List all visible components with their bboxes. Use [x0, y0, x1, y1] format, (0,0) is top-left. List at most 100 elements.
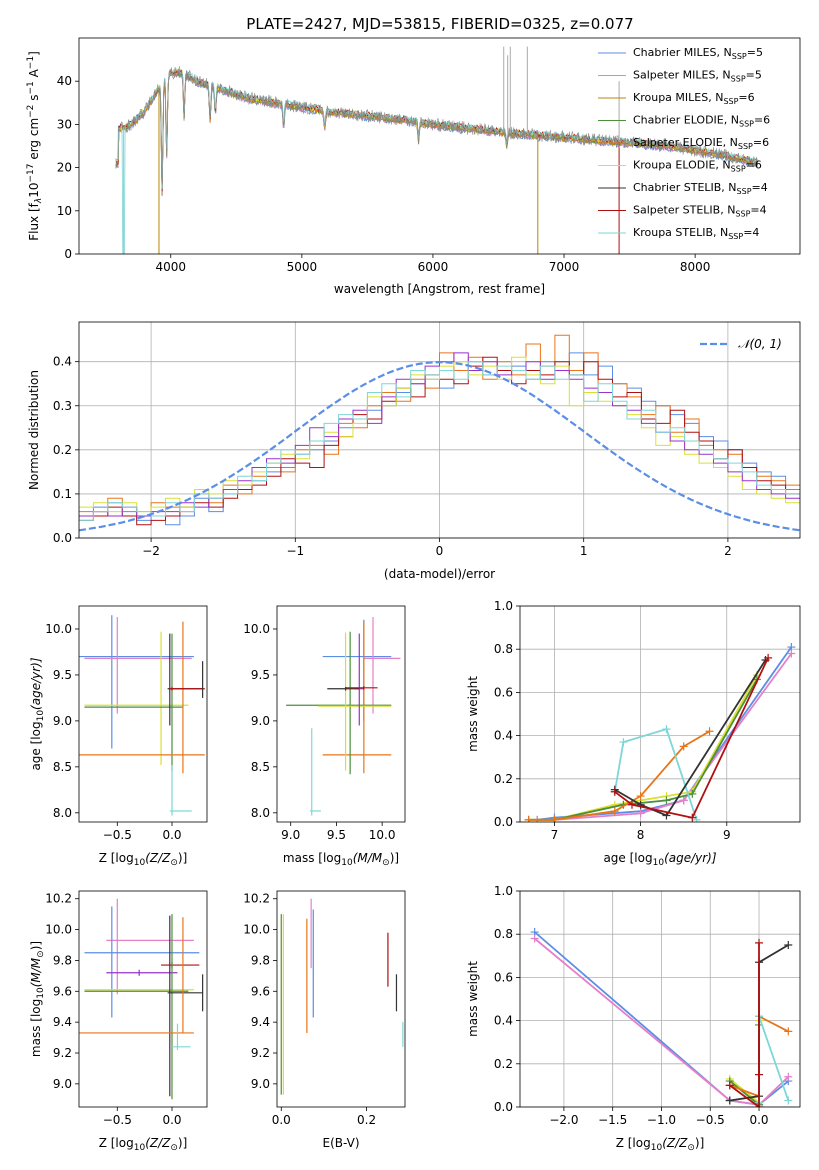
label-part: mass [log — [29, 999, 43, 1057]
label-part: Salpeter STELIB, N — [633, 204, 735, 217]
label-part: =5 — [747, 46, 763, 59]
y-tick-label: 30 — [57, 117, 72, 131]
x-tick-label: 7 — [551, 828, 559, 842]
panel-mass-weight-vs-age: 7 8 9 0.0 0.2 0.4 0.6 0.8 1.0 age [log10(age/yr)]… — [466, 599, 801, 868]
label-part: 10 — [36, 710, 46, 722]
label-part: 10 — [134, 858, 146, 868]
legend-entry: Kroupa MILES, NSSP=6 — [633, 91, 755, 106]
label-part: SSP — [728, 232, 743, 241]
legend-entry: Salpeter ELODIE, NSSP=6 — [633, 136, 769, 151]
x-tick-label: −1 — [286, 544, 304, 558]
y-tick-label: 0 — [64, 247, 72, 261]
x-axis-label: Z [log10(Z/Z⊙)] — [99, 1136, 188, 1153]
y-tick-label: 9.0 — [53, 1077, 72, 1091]
label-part: )] — [178, 851, 187, 865]
axes-frame — [78, 321, 801, 539]
y-tick-label: 9.0 — [251, 714, 270, 728]
label-part: SSP — [731, 75, 746, 84]
x-axis-label: mass [log10(M/M⊙)] — [283, 851, 399, 868]
y-tick-label: 40 — [57, 74, 72, 88]
weight-marker — [524, 815, 533, 822]
y-tick-label: 0.6 — [494, 685, 513, 699]
label-part: SSP — [723, 97, 738, 106]
x-tick-label: 0.0 — [272, 1113, 291, 1127]
label-part: 10 — [341, 858, 353, 868]
label-part: SSP — [732, 52, 747, 61]
weight-marker — [755, 938, 764, 947]
weight-marker — [550, 815, 559, 822]
weight-marker — [679, 742, 688, 751]
label-part: E(B-V) — [322, 1136, 359, 1150]
label-part: SSP — [731, 165, 746, 174]
weight-line — [537, 646, 793, 821]
label-part: erg cm — [27, 118, 41, 164]
label-part: Kroupa STELIB, N — [633, 226, 728, 239]
legend-entry: Kroupa STELIB, NSSP=4 — [633, 226, 759, 241]
label-part: =6 — [753, 136, 769, 149]
plot-area — [520, 606, 800, 822]
x-tick-label: −1.0 — [647, 1113, 676, 1127]
x-axis-label: age [log10(age/yr)] — [603, 851, 716, 868]
y-tick-label: 0.4 — [494, 1014, 513, 1028]
label-part: 10 — [134, 1143, 146, 1153]
panel-mass-vs-ebv: 0.0 0.2 9.0 9.2 9.4 9.6 9.8 10.0 10.2 E(B-V) — [243, 890, 406, 1150]
y-tick-label: 0.0 — [494, 1100, 513, 1114]
label-part: Flux [f — [27, 202, 41, 240]
x-tick-label: 7000 — [549, 260, 580, 274]
y-tick-label: 8.5 — [53, 760, 72, 774]
y-tick-label: 0.0 — [494, 815, 513, 829]
axes-frame — [78, 605, 208, 823]
plot-area — [286, 617, 401, 816]
y-tick-label: 20 — [57, 161, 72, 175]
y-tick-label: 0.6 — [494, 970, 513, 984]
label-part: )] — [695, 1136, 704, 1150]
y-tick-label: 9.5 — [53, 668, 72, 682]
weight-marker — [679, 796, 688, 805]
label-part: (age/yr)] — [29, 657, 43, 710]
y-tick-label: 9.6 — [251, 984, 270, 998]
label-part: =4 — [750, 204, 766, 217]
weight-marker — [787, 649, 796, 658]
panel-age-vs-mass: 9.0 9.5 10.0 8.0 8.5 9.0 9.5 10.0 mass [log10(M/… — [243, 605, 406, 868]
weight-marker — [619, 738, 628, 747]
y-tick-label: 0.2 — [53, 443, 72, 457]
x-tick-label: 4000 — [155, 260, 186, 274]
x-tick-label: 2 — [724, 544, 732, 558]
y-tick-label: 9.0 — [53, 714, 72, 728]
panel-residuals: −2 −1 0 1 2 0.0 0.1 0.2 0.3 0.4 𝒩(0, 1) (data-model… — [27, 321, 801, 581]
axes-frame — [276, 605, 406, 823]
x-axis-label: Z [log10(Z/Z⊙)] — [616, 1136, 705, 1153]
label-part: =6 — [754, 114, 770, 127]
label-part: −1 — [26, 56, 36, 69]
label-part: −1 — [26, 81, 36, 94]
plot-area — [115, 46, 759, 254]
normal-curve — [79, 360, 800, 532]
y-axis-label: mass weight — [466, 676, 480, 752]
label-part: Z [log — [616, 1136, 651, 1150]
label-part: 10 — [27, 183, 41, 198]
y-tick-label: 9.6 — [53, 984, 72, 998]
y-tick-label: 10.2 — [243, 892, 270, 906]
figure-title: PLATE=2427, MJD=53815, FIBERID=0325, z=0… — [246, 15, 633, 33]
label-part: (Z/Z — [145, 851, 171, 865]
y-tick-label: 0.8 — [494, 642, 513, 656]
y-tick-label: 9.2 — [53, 1046, 72, 1060]
y-tick-label: 8.5 — [251, 760, 270, 774]
axes-frame — [519, 605, 801, 823]
x-tick-label: 9.5 — [327, 828, 346, 842]
weight-marker — [725, 1096, 734, 1105]
panel-spectrum: 4000 5000 6000 7000 8000 0 10 20 30 40 Chabrier MI… — [26, 37, 801, 296]
y-tick-label: 9.4 — [251, 1015, 270, 1029]
histogram-series — [79, 352, 800, 538]
weight-marker — [662, 725, 671, 734]
label-part: −2 — [26, 105, 36, 118]
weight-line — [729, 1024, 760, 1107]
data-spectrum — [115, 66, 759, 185]
weight-marker — [755, 1070, 764, 1079]
plot-area — [520, 891, 800, 1107]
weight-marker — [636, 792, 645, 801]
weight-marker — [628, 800, 636, 809]
weight-marker — [530, 934, 539, 943]
weight-line — [528, 678, 758, 821]
label-part: Salpeter ELODIE, N — [633, 136, 738, 149]
